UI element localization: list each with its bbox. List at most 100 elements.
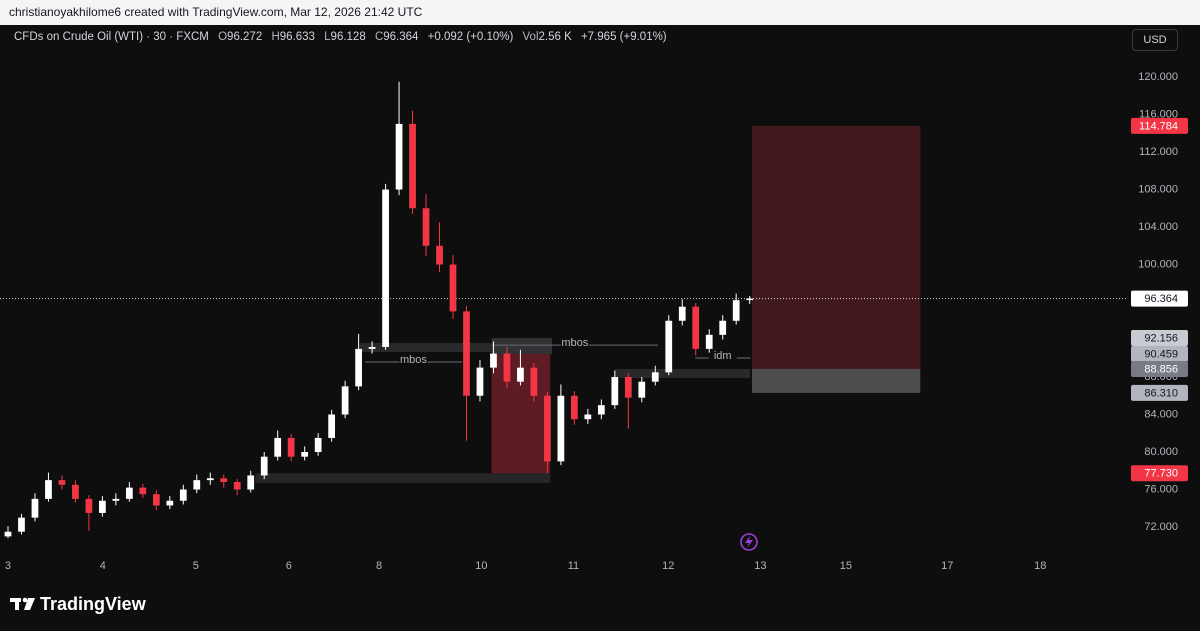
close-value: 96.364 — [383, 31, 419, 43]
price-label: 88.856 — [1144, 363, 1178, 375]
annotation-bg — [399, 356, 428, 368]
candle-body — [18, 517, 25, 532]
annotation-text: idm — [714, 350, 732, 362]
candle-body — [274, 437, 282, 457]
candle-body — [732, 300, 740, 321]
candle-body — [166, 500, 174, 506]
y-tick-label: 76.000 — [1144, 483, 1178, 495]
price-label: 96.364 — [1144, 293, 1178, 305]
candle-body — [368, 347, 376, 349]
candle-body — [422, 208, 430, 246]
candle-body — [705, 334, 713, 349]
price-label-bg — [1131, 330, 1188, 347]
candle-body — [544, 395, 551, 462]
price-label-bg — [1131, 384, 1188, 401]
candle-body — [651, 372, 659, 382]
candle-body — [409, 123, 416, 209]
y-tick-label: 112.000 — [1139, 146, 1178, 158]
candle-body — [287, 437, 295, 457]
candle-body — [341, 386, 349, 415]
price-label-bg — [1131, 360, 1188, 377]
total-change: +7.965 (+9.01%) — [580, 31, 667, 43]
x-tick-label: 13 — [754, 560, 766, 572]
candle-body — [597, 405, 605, 415]
candle-body — [746, 298, 754, 301]
candle-body — [584, 414, 592, 420]
price-label: 90.459 — [1144, 348, 1178, 360]
candle-body — [719, 320, 727, 335]
candle-body — [314, 437, 322, 453]
zone — [491, 338, 553, 354]
candle-body — [395, 123, 403, 190]
price-label-bg — [1131, 290, 1188, 307]
x-tick-label: 10 — [475, 560, 487, 572]
position-loss-zone — [752, 125, 921, 369]
footer-bg — [0, 580, 1200, 631]
x-tick-label: 15 — [840, 560, 852, 572]
y-tick-label: 104.000 — [1138, 221, 1178, 233]
candle-body — [638, 381, 646, 398]
candle-body — [692, 306, 700, 349]
candle-body — [99, 500, 106, 513]
brand-logo — [10, 597, 35, 610]
candle-body — [463, 311, 470, 396]
volume-value: 2.56 K — [538, 31, 572, 43]
candle-body — [611, 377, 619, 406]
x-tick-label: 5 — [193, 560, 199, 572]
y-tick-label: 120.000 — [1138, 71, 1178, 83]
candle-body — [476, 367, 484, 396]
x-tick-label: 3 — [5, 560, 11, 572]
x-tick-label: 18 — [1034, 560, 1046, 572]
low-value: 96.128 — [330, 31, 366, 43]
price-label: 92.156 — [1144, 332, 1178, 344]
candle-body — [665, 320, 673, 373]
candle-body — [233, 482, 241, 490]
candle-body — [4, 531, 12, 537]
y-tick-label: 84.000 — [1144, 408, 1178, 420]
y-tick-label: 116.000 — [1139, 108, 1178, 120]
position-profit-zone — [752, 368, 921, 393]
candle-body — [193, 480, 201, 490]
x-tick-label: 8 — [376, 560, 382, 572]
candle-body — [112, 498, 120, 501]
candle-body — [58, 480, 66, 485]
candle-body — [31, 498, 39, 518]
candle-body — [139, 487, 147, 495]
candle-body — [125, 487, 133, 499]
change: +0.092 (+0.10%) — [427, 31, 514, 43]
currency-button[interactable]: USD — [1132, 29, 1178, 51]
candle-body — [220, 478, 228, 483]
x-tick-label: 17 — [941, 560, 953, 572]
candle-body — [206, 478, 214, 481]
price-label: 114.784 — [1139, 120, 1178, 132]
candle-body — [72, 484, 79, 499]
y-tick-label: 108.000 — [1138, 183, 1178, 195]
annotation-text: mbos — [400, 354, 427, 366]
brand-name: TradingView — [40, 594, 146, 614]
price-label-bg — [1131, 465, 1188, 482]
zone — [255, 473, 551, 483]
low-label: L — [324, 31, 331, 43]
candle-body — [436, 245, 443, 265]
candle-body — [179, 489, 187, 501]
annotation-bg — [560, 339, 589, 351]
candle-body — [45, 480, 52, 499]
symbol-title: CFDs on Crude Oil (WTI) · 30 · FXCM — [14, 31, 209, 43]
candle-body — [490, 353, 497, 368]
annotation-text: mbos — [561, 337, 588, 349]
candle-body — [355, 348, 362, 387]
candle-body — [301, 452, 309, 457]
candle-body — [530, 367, 538, 396]
candle-body — [247, 475, 255, 490]
x-tick-label: 4 — [100, 560, 106, 572]
price-label: 86.310 — [1144, 387, 1178, 399]
candle-body — [85, 498, 93, 513]
close-label: C — [374, 31, 384, 43]
candle-body — [570, 395, 578, 420]
y-tick-label: 100.000 — [1138, 258, 1178, 270]
candle-body — [382, 189, 389, 348]
x-tick-label: 11 — [568, 560, 579, 572]
price-label-bg — [1131, 345, 1188, 362]
